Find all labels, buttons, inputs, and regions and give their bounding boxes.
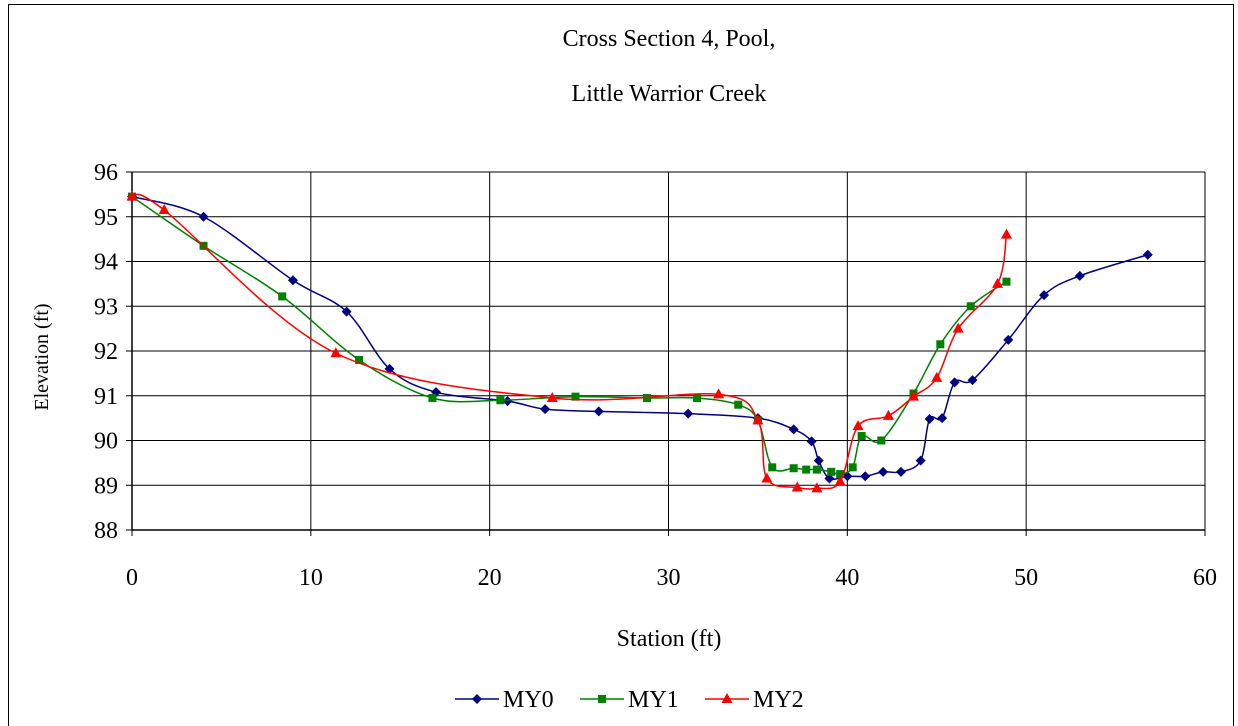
data-point-my0 bbox=[788, 424, 799, 435]
y-tick-label: 96 bbox=[94, 160, 118, 186]
legend: MY0 MY1 MY2 bbox=[455, 687, 804, 713]
data-point-my1 bbox=[496, 396, 505, 405]
data-point-my2 bbox=[931, 371, 943, 382]
data-point-my0 bbox=[1003, 334, 1014, 345]
data-point-my0 bbox=[540, 404, 551, 415]
data-point-my2 bbox=[546, 391, 558, 402]
data-point-my2 bbox=[852, 420, 864, 431]
data-point-my0 bbox=[806, 436, 817, 447]
legend-label-my2: MY2 bbox=[753, 687, 804, 713]
data-point-my1 bbox=[768, 463, 777, 472]
data-point-my1 bbox=[966, 302, 975, 311]
data-point-my2 bbox=[791, 481, 803, 492]
y-tick-label: 95 bbox=[94, 205, 118, 231]
data-point-my1 bbox=[278, 292, 287, 301]
y-tick-label: 88 bbox=[94, 518, 118, 544]
data-point-my2 bbox=[882, 409, 894, 420]
data-point-my1 bbox=[877, 436, 886, 445]
data-point-my1 bbox=[571, 392, 580, 401]
y-tick-label: 93 bbox=[94, 294, 118, 320]
legend-label-my1: MY1 bbox=[628, 687, 679, 713]
data-point-my2 bbox=[752, 414, 764, 425]
data-point-my0 bbox=[915, 455, 926, 466]
data-point-my0 bbox=[683, 408, 694, 419]
x-tick-label: 10 bbox=[299, 565, 323, 591]
data-point-my2 bbox=[992, 277, 1004, 288]
data-point-my0 bbox=[198, 211, 209, 222]
data-point-my0 bbox=[1142, 249, 1153, 260]
data-point-my1 bbox=[355, 355, 364, 364]
series-line-my1 bbox=[131, 195, 1007, 475]
data-point-my1 bbox=[836, 470, 845, 479]
x-axis-label: Station (ft) bbox=[617, 626, 722, 652]
data-point-my0 bbox=[878, 466, 889, 477]
data-point-my0 bbox=[967, 375, 978, 386]
data-point-my0 bbox=[1039, 290, 1050, 301]
x-tick-label: 40 bbox=[835, 565, 859, 591]
data-point-my2 bbox=[811, 482, 823, 493]
y-tick-label: 92 bbox=[94, 339, 118, 365]
data-point-my1 bbox=[734, 400, 743, 409]
legend-marker-my0 bbox=[472, 694, 482, 704]
data-point-my1 bbox=[812, 465, 821, 474]
data-point-my1 bbox=[936, 340, 945, 349]
data-point-my2 bbox=[908, 390, 920, 401]
chart-title-line-1: Cross Section 4, Pool, bbox=[563, 26, 776, 52]
series-line-my2 bbox=[131, 193, 1008, 490]
legend-marker-my2 bbox=[721, 693, 733, 703]
data-series bbox=[126, 190, 1153, 493]
x-tick-label: 60 bbox=[1193, 565, 1217, 591]
data-point-my0 bbox=[949, 377, 960, 388]
x-tick-label: 50 bbox=[1014, 565, 1038, 591]
data-point-my1 bbox=[428, 393, 437, 402]
data-point-my0 bbox=[1074, 270, 1085, 281]
grid-lines bbox=[126, 171, 1206, 536]
data-point-my0 bbox=[924, 414, 935, 425]
data-point-my0 bbox=[937, 413, 948, 424]
chart-frame bbox=[8, 4, 1234, 726]
data-point-my0 bbox=[341, 306, 352, 317]
data-point-my2 bbox=[952, 322, 964, 333]
data-point-my0 bbox=[813, 455, 824, 466]
data-point-my2 bbox=[158, 204, 170, 215]
data-point-my0 bbox=[502, 396, 513, 407]
x-tick-label: 30 bbox=[657, 565, 681, 591]
x-tick-label: 0 bbox=[126, 565, 138, 591]
y-tick-label: 91 bbox=[94, 384, 118, 410]
data-point-my2 bbox=[761, 472, 773, 483]
data-point-my1 bbox=[789, 464, 798, 473]
data-point-my0 bbox=[860, 471, 871, 482]
data-point-my2 bbox=[834, 475, 846, 486]
data-point-my1 bbox=[857, 432, 866, 441]
data-point-my1 bbox=[827, 467, 836, 476]
legend-label-my0: MY0 bbox=[503, 687, 554, 713]
data-point-my2 bbox=[713, 388, 725, 399]
x-tick-label: 20 bbox=[478, 565, 502, 591]
y-tick-label: 90 bbox=[94, 429, 118, 455]
tick-labels: 88 89 90 91 92 93 94 95 96 0 10 20 30 40 50 60 bbox=[94, 160, 1217, 591]
data-point-my1 bbox=[848, 463, 857, 472]
data-point-my1 bbox=[802, 465, 811, 474]
data-point-my2 bbox=[126, 190, 138, 201]
series-line-my0 bbox=[131, 195, 1148, 481]
data-point-my0 bbox=[895, 466, 906, 477]
y-tick-label: 89 bbox=[94, 473, 118, 499]
data-point-my1 bbox=[693, 393, 702, 402]
y-axis-label: Elevation (ft) bbox=[31, 303, 53, 410]
data-point-my2 bbox=[1000, 228, 1012, 239]
chart-title-line-2: Little Warrior Creek bbox=[572, 81, 767, 107]
data-point-my0 bbox=[824, 473, 835, 484]
y-tick-label: 94 bbox=[94, 250, 118, 276]
legend-marker-my1 bbox=[598, 695, 606, 703]
data-point-my0 bbox=[287, 275, 298, 286]
data-point-my0 bbox=[593, 406, 604, 417]
data-point-my1 bbox=[1002, 277, 1011, 286]
data-point-my2 bbox=[330, 347, 342, 358]
